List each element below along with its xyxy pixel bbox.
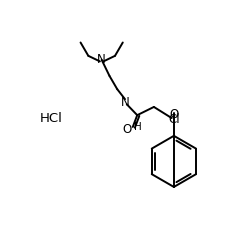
Text: O: O bbox=[122, 123, 132, 136]
Text: HCl: HCl bbox=[40, 112, 63, 125]
Text: N: N bbox=[97, 53, 106, 66]
Text: H: H bbox=[134, 122, 142, 132]
Text: Cl: Cl bbox=[168, 113, 180, 126]
Text: N: N bbox=[121, 96, 130, 109]
Text: O: O bbox=[169, 108, 178, 121]
